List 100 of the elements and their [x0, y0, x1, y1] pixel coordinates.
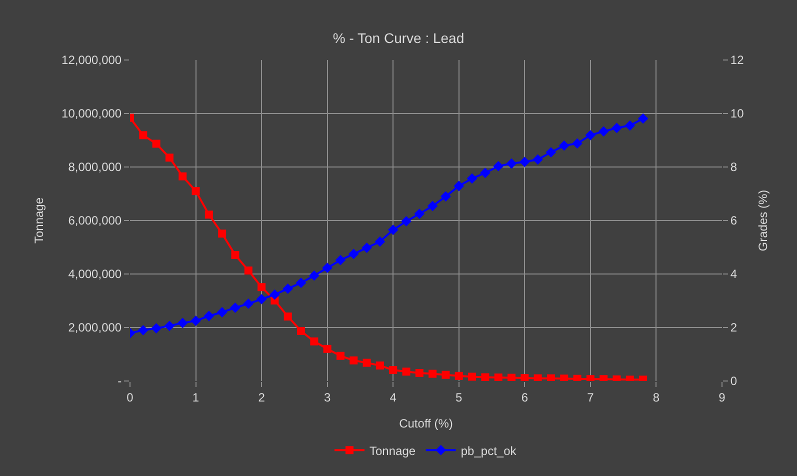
point: [493, 161, 504, 172]
point: [177, 318, 188, 328]
point: [270, 289, 280, 300]
point: [139, 131, 148, 140]
point: [519, 156, 530, 168]
point: [376, 361, 384, 370]
point: [336, 352, 344, 360]
point: [323, 344, 332, 353]
x-tick-label: 9: [718, 390, 726, 404]
point: [598, 126, 609, 137]
point: [572, 138, 582, 149]
point: [284, 312, 292, 321]
point: [231, 251, 240, 260]
point: [388, 224, 398, 236]
y2-tick-label: 6: [730, 214, 738, 228]
x-tick-label: 0: [126, 390, 134, 404]
point: [534, 374, 542, 381]
point: [322, 262, 333, 274]
point: [192, 187, 200, 196]
point: [401, 216, 412, 226]
y2-axis-title: Grades (%): [756, 190, 770, 252]
y-tick-label: 4,000,000: [68, 267, 122, 282]
point: [374, 236, 386, 247]
point: [415, 368, 424, 377]
y2-tick-label: 8: [730, 160, 738, 174]
point: [480, 168, 490, 178]
point: [138, 324, 148, 336]
x-tick-label: 2: [258, 390, 266, 404]
point: [402, 368, 410, 376]
point: [258, 283, 266, 292]
legend-label: pb_pct_ok: [460, 444, 518, 458]
x-tick-label: 1: [192, 390, 200, 404]
x-tick-label: 7: [587, 390, 594, 404]
point: [442, 370, 450, 379]
point: [204, 210, 213, 219]
x-tick-label: 3: [324, 390, 331, 404]
point: [310, 337, 318, 346]
point: [454, 372, 463, 380]
y-tick-label: 2,000,000: [68, 320, 122, 335]
point: [308, 270, 320, 281]
x-tick-label: 6: [521, 390, 528, 404]
point: [165, 154, 174, 162]
x-axis-title: Cutoff (%): [399, 416, 453, 430]
point: [638, 113, 648, 124]
point: [558, 140, 570, 151]
point: [151, 323, 162, 334]
y2-tick-label: 12: [730, 53, 744, 68]
point: [256, 294, 267, 304]
point: [296, 278, 306, 288]
y2-tick-label: 10: [730, 106, 744, 121]
x-tick-label: 8: [652, 390, 660, 404]
point: [389, 366, 398, 374]
point: [585, 130, 596, 140]
point: [362, 358, 371, 367]
legend-label: Tonnage: [370, 444, 416, 458]
point: [468, 372, 476, 381]
point: [218, 230, 226, 238]
point: [624, 120, 636, 131]
y-tick-label: 10,000,000: [62, 106, 122, 121]
point: [560, 374, 568, 381]
point: [506, 158, 517, 169]
x-tick-label: 5: [456, 390, 463, 404]
point: [164, 320, 175, 332]
point: [178, 172, 187, 180]
chart-title: % - Ton Curve : Lead: [332, 30, 464, 46]
y2-tick-label: 0: [730, 374, 738, 388]
point: [414, 208, 425, 220]
point: [520, 374, 529, 381]
y2-tick-label: 2: [730, 320, 738, 335]
point: [546, 374, 555, 381]
point: [612, 122, 622, 134]
point: [216, 307, 228, 318]
point: [335, 254, 346, 266]
point: [481, 373, 490, 381]
point: [152, 140, 160, 148]
y-tick-label: 6,000,000: [68, 214, 122, 228]
point: [362, 242, 372, 253]
point: [428, 370, 437, 378]
x-tick-label: 4: [390, 390, 397, 404]
point: [466, 173, 478, 184]
point: [204, 310, 214, 322]
point: [494, 374, 502, 381]
point: [282, 284, 294, 294]
point: [427, 200, 438, 212]
y-tick-label: 12,000,000: [62, 53, 122, 68]
point: [508, 374, 516, 381]
point: [440, 191, 451, 202]
point: [532, 154, 544, 165]
point: [573, 374, 582, 381]
point: [350, 356, 358, 364]
y-tick-label: 8,000,000: [68, 160, 122, 174]
point: [230, 302, 240, 313]
point: [244, 266, 252, 275]
point: [190, 316, 201, 326]
point: [454, 180, 464, 192]
y-axis-title: Tonnage: [32, 197, 46, 244]
y-tick-label: -: [118, 374, 122, 388]
y2-tick-label: 4: [730, 267, 738, 282]
point: [348, 248, 359, 260]
point: [297, 326, 306, 335]
